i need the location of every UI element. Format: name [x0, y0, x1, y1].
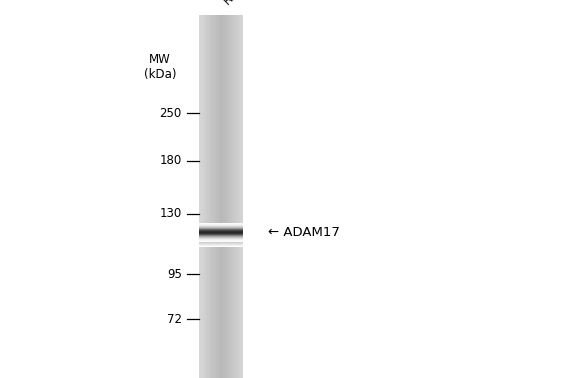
Bar: [199, 244, 243, 245]
Bar: [239, 15, 240, 378]
Bar: [217, 15, 218, 378]
Bar: [199, 243, 243, 244]
Bar: [232, 15, 233, 378]
Bar: [219, 15, 220, 378]
Bar: [206, 15, 207, 378]
Bar: [211, 15, 212, 378]
Bar: [199, 244, 243, 245]
Text: 95: 95: [167, 268, 182, 280]
Bar: [225, 15, 226, 378]
Bar: [209, 15, 210, 378]
Bar: [223, 15, 225, 378]
Bar: [234, 15, 235, 378]
Bar: [199, 246, 243, 247]
Bar: [226, 15, 228, 378]
Bar: [229, 15, 230, 378]
Bar: [199, 245, 243, 246]
Bar: [235, 15, 236, 378]
Bar: [205, 15, 206, 378]
Bar: [199, 241, 243, 242]
Bar: [216, 15, 217, 378]
Text: 130: 130: [159, 207, 182, 220]
Text: 180: 180: [159, 154, 182, 167]
Text: 250: 250: [159, 107, 182, 120]
Bar: [233, 15, 234, 378]
Bar: [207, 15, 208, 378]
Bar: [236, 15, 237, 378]
Bar: [212, 15, 214, 378]
Bar: [222, 15, 223, 378]
Bar: [204, 15, 205, 378]
Bar: [200, 15, 201, 378]
Bar: [221, 15, 222, 378]
Bar: [220, 15, 221, 378]
Bar: [240, 15, 241, 378]
Bar: [218, 15, 219, 378]
Bar: [201, 15, 203, 378]
Bar: [241, 15, 242, 378]
Bar: [199, 15, 200, 378]
Bar: [199, 246, 243, 247]
Text: ← ADAM17: ← ADAM17: [268, 226, 339, 239]
Bar: [199, 241, 243, 242]
Bar: [230, 15, 231, 378]
Bar: [208, 15, 209, 378]
Bar: [242, 15, 243, 378]
Text: 72: 72: [167, 313, 182, 326]
Bar: [199, 243, 243, 244]
Bar: [231, 15, 232, 378]
Text: MW
(kDa): MW (kDa): [144, 53, 176, 81]
Bar: [199, 245, 243, 246]
Bar: [199, 242, 243, 243]
Bar: [199, 242, 243, 243]
Bar: [214, 15, 215, 378]
Bar: [215, 15, 216, 378]
Bar: [203, 15, 204, 378]
Bar: [228, 15, 229, 378]
Bar: [237, 15, 239, 378]
Bar: [199, 244, 243, 245]
Text: Raw264.7: Raw264.7: [221, 0, 272, 8]
Bar: [210, 15, 211, 378]
Bar: [199, 245, 243, 246]
